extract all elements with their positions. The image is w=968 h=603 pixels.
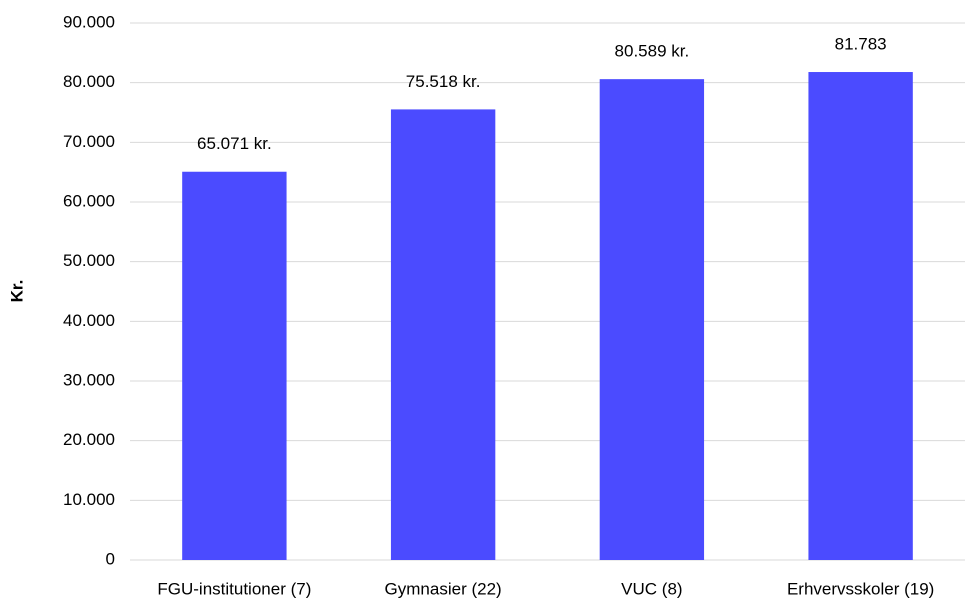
data-label: 81.783 — [835, 35, 887, 54]
y-tick-label: 70.000 — [63, 132, 115, 151]
bar — [182, 171, 287, 560]
y-tick-label: 80.000 — [63, 72, 115, 91]
x-tick-label: Gymnasier (22) — [385, 579, 502, 598]
data-label: 75.518 kr. — [406, 72, 481, 91]
data-label: 65.071 kr. — [197, 134, 272, 153]
y-tick-label: 40.000 — [63, 311, 115, 330]
bar — [599, 79, 705, 561]
y-tick-label: 60.000 — [63, 191, 115, 210]
x-tick-label: FGU-institutioner (7) — [157, 579, 311, 598]
y-tick-label: 20.000 — [63, 430, 115, 449]
y-axis-title: Kr. — [7, 280, 26, 303]
x-tick-label: Erhvervsskoler (19) — [787, 579, 934, 598]
y-tick-label: 0 — [106, 549, 115, 568]
data-label: 80.589 kr. — [615, 42, 690, 61]
bar — [808, 72, 913, 560]
x-tick-label: VUC (8) — [621, 579, 682, 598]
y-tick-label: 50.000 — [63, 251, 115, 270]
bar — [390, 109, 496, 560]
y-tick-label: 30.000 — [63, 370, 115, 389]
y-tick-label: 90.000 — [63, 12, 115, 31]
y-tick-label: 10.000 — [63, 490, 115, 509]
